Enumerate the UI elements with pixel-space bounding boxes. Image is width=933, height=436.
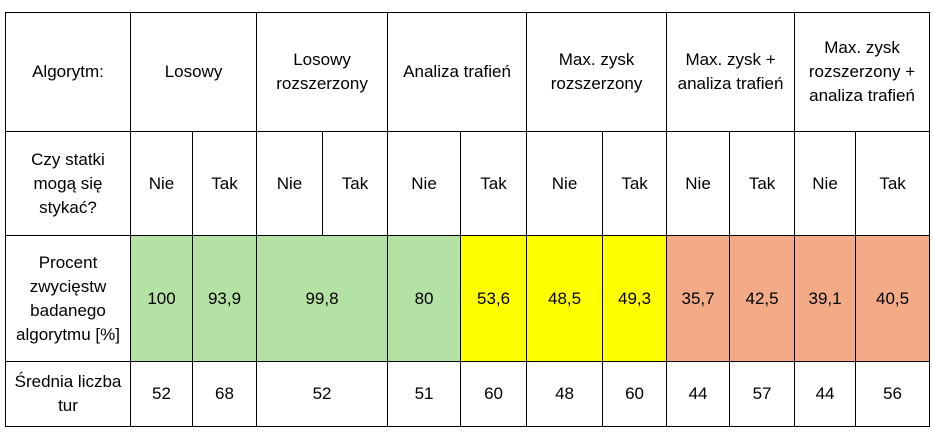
algorithm-losowy-rozszerzony: Losowy rozszerzony xyxy=(256,12,389,132)
win-percent-cell: 99,8 xyxy=(256,235,389,362)
win-percent-cell: 48,5 xyxy=(526,235,604,362)
win-percent-cell: 40,5 xyxy=(855,235,931,362)
win-percent-cell: 53,6 xyxy=(460,235,528,362)
algorithm-losowy: Losowy xyxy=(129,12,258,132)
win-percent-cell: 35,7 xyxy=(666,235,731,362)
avg-turns-cell: 68 xyxy=(191,361,258,427)
avg-turns-cell: 60 xyxy=(460,361,528,427)
win-percent-cell: 80 xyxy=(387,235,462,362)
algorithm-max-zysk-analiza: Max. zysk + analiza trafień xyxy=(666,12,796,132)
row-header-algorithm: Algorytm: xyxy=(5,12,131,132)
row-header-avg-turns: Średnia liczba tur xyxy=(5,361,131,427)
avg-turns-cell: 44 xyxy=(666,361,731,427)
algorithm-analiza-trafien: Analiza trafień xyxy=(387,12,528,132)
row-header-touching: Czy statki mogą się stykać? xyxy=(5,131,131,236)
touching-cell: Tak xyxy=(322,131,389,236)
win-percent-cell: 39,1 xyxy=(794,235,857,362)
touching-cell: Nie xyxy=(526,131,604,236)
touching-cell: Tak xyxy=(729,131,796,236)
win-percent-cell: 49,3 xyxy=(602,235,668,362)
win-percent-cell: 100 xyxy=(130,235,193,362)
touching-cell: Nie xyxy=(130,131,193,236)
touching-cell: Tak xyxy=(460,131,528,236)
avg-turns-cell: 52 xyxy=(130,361,193,427)
touching-cell: Tak xyxy=(191,131,258,236)
touching-cell: Nie xyxy=(794,131,857,236)
touching-cell: Nie xyxy=(666,131,731,236)
algorithm-max-zysk-rozszerzony-analiza: Max. zysk rozszerzony + analiza trafień xyxy=(794,12,931,132)
avg-turns-cell: 52 xyxy=(256,361,389,427)
avg-turns-cell: 48 xyxy=(526,361,604,427)
avg-turns-cell: 60 xyxy=(602,361,668,427)
win-percent-row: Procent zwycięstw badanego algorytmu [%]… xyxy=(5,235,931,362)
avg-turns-cell: 44 xyxy=(794,361,857,427)
algorithm-results-table: Algorytm: Losowy Losowy rozszerzony Anal… xyxy=(5,12,931,427)
row-header-win-percent: Procent zwycięstw badanego algorytmu [%] xyxy=(5,235,131,362)
win-percent-cell: 42,5 xyxy=(729,235,796,362)
avg-turns-row: Średnia liczba tur 52 68 52 51 60 48 60 … xyxy=(5,361,931,427)
touching-cell: Nie xyxy=(256,131,324,236)
touching-row: Czy statki mogą się stykać? Nie Tak Nie … xyxy=(5,131,931,236)
touching-cell: Nie xyxy=(387,131,462,236)
avg-turns-cell: 51 xyxy=(387,361,462,427)
touching-cell: Tak xyxy=(602,131,668,236)
algorithm-max-zysk-rozszerzony: Max. zysk rozszerzony xyxy=(526,12,668,132)
algorithm-row: Algorytm: Losowy Losowy rozszerzony Anal… xyxy=(5,12,931,132)
avg-turns-cell: 56 xyxy=(855,361,931,427)
avg-turns-cell: 57 xyxy=(729,361,796,427)
win-percent-cell: 93,9 xyxy=(191,235,258,362)
touching-cell: Tak xyxy=(855,131,931,236)
